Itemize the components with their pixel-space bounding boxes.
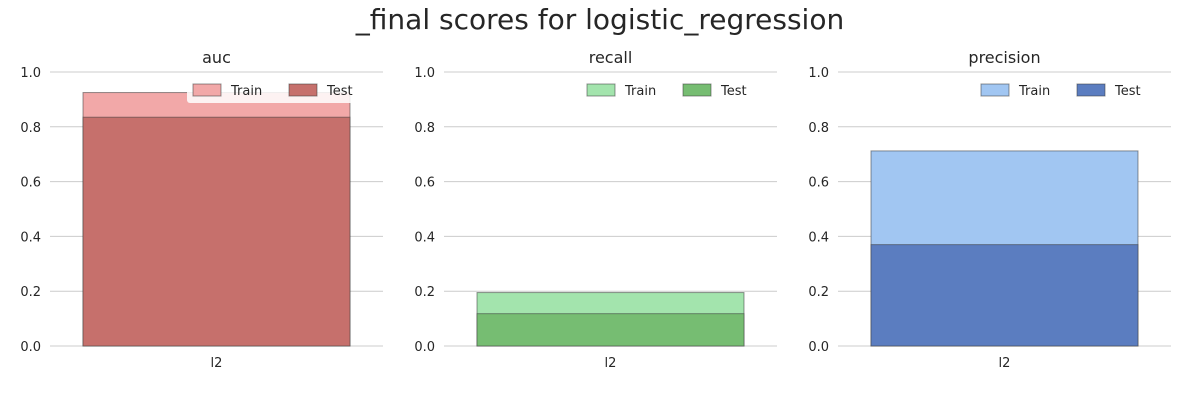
x-tick-label: l2: [605, 356, 617, 371]
legend-label-test: Test: [326, 84, 353, 99]
y-tick-label: 0.2: [20, 285, 41, 300]
chart-title: precision: [968, 48, 1040, 67]
y-tick-label: 0.6: [414, 176, 435, 191]
y-tick-label: 0.4: [20, 230, 41, 245]
legend: Train Test: [187, 77, 377, 103]
legend-swatch-test: [288, 83, 318, 97]
chart-panel-auc: 0.0 0.2 0.4 0.6 0.8 1.0 auc l2 Train Test: [20, 48, 383, 371]
y-tick-label: 0.2: [414, 285, 435, 300]
y-tick-label: 0.2: [808, 285, 829, 300]
legend-swatch-test: [1076, 83, 1106, 97]
legend-swatch-train: [192, 83, 222, 97]
chart-title: auc: [202, 48, 231, 67]
y-tick-label: 0.6: [20, 176, 41, 191]
legend-label-test: Test: [1114, 84, 1141, 99]
y-tick-label: 0.6: [808, 176, 829, 191]
legend-box: [975, 77, 1165, 103]
legend-box: [581, 77, 771, 103]
y-tick-label: 0.0: [20, 340, 41, 355]
y-tick-label: 0.4: [414, 230, 435, 245]
legend-swatch-train: [586, 83, 616, 97]
bar-test-l2: [82, 116, 351, 347]
bar-test-l2: [476, 313, 745, 347]
chart-panel-recall: 0.0 0.2 0.4 0.6 0.8 1.0 recall l2 Train Test: [414, 48, 777, 371]
figure-title: _final scores for logistic_regression: [355, 3, 845, 36]
legend-label-train: Train: [230, 84, 262, 99]
y-tick-label: 0.8: [20, 121, 41, 136]
y-tick-label: 1.0: [414, 66, 435, 81]
chart-title: recall: [589, 48, 633, 67]
y-tick-label: 0.8: [808, 121, 829, 136]
legend-box: [187, 77, 377, 103]
y-tick-label: 0.4: [808, 230, 829, 245]
y-tick-label: 1.0: [20, 66, 41, 81]
legend-label-test: Test: [720, 84, 747, 99]
chart-panel-precision: 0.0 0.2 0.4 0.6 0.8 1.0 precision l2 Train Test: [808, 48, 1171, 371]
x-tick-label: l2: [999, 356, 1011, 371]
legend-label-train: Train: [1018, 84, 1050, 99]
legend-swatch-train: [980, 83, 1010, 97]
bar-test-l2: [870, 244, 1139, 347]
x-tick-label: l2: [211, 356, 223, 371]
legend: Train Test: [975, 77, 1165, 103]
y-tick-label: 1.0: [808, 66, 829, 81]
legend-swatch-test: [682, 83, 712, 97]
legend: Train Test: [581, 77, 771, 103]
y-tick-label: 0.8: [414, 121, 435, 136]
legend-label-train: Train: [624, 84, 656, 99]
y-tick-label: 0.0: [808, 340, 829, 355]
y-tick-label: 0.0: [414, 340, 435, 355]
